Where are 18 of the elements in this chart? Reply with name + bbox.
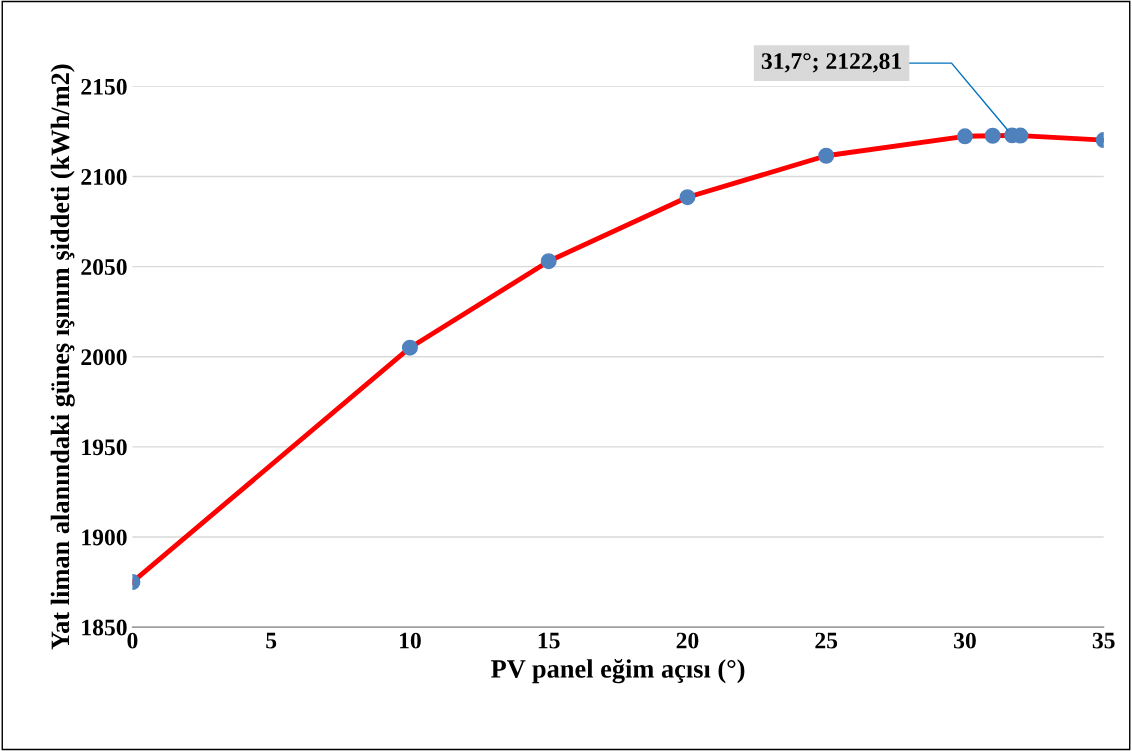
x-tick-label: 20 (676, 632, 699, 649)
x-tick-label: 5 (266, 632, 277, 649)
y-tick-label: 2000 (81, 349, 127, 366)
y-axis-title: Yat liman alanındaki güneş ışınım şiddeti (kWh/m2) (50, 64, 75, 650)
x-axis-title: PV panel eğim açısı (°) (491, 658, 745, 684)
x-tick-label: 10 (400, 632, 421, 649)
x-tick-label: 25 (815, 632, 838, 649)
y-tick-label: 2100 (81, 168, 127, 185)
annotation: 31,7°; 2122,81 (761, 53, 901, 73)
y-tick-label: 2150 (81, 78, 127, 95)
y-tick-label: 1850 (82, 619, 127, 636)
y-tick-label: 1900 (82, 529, 127, 546)
x-tick-label: 15 (538, 632, 560, 649)
x-tick-label: 0 (127, 632, 138, 649)
y-tick-label: 1950 (82, 439, 127, 456)
x-tick-label: 30 (954, 632, 976, 649)
x-tick-label: 35 (1092, 632, 1115, 649)
y-tick-label: 2050 (81, 259, 127, 276)
